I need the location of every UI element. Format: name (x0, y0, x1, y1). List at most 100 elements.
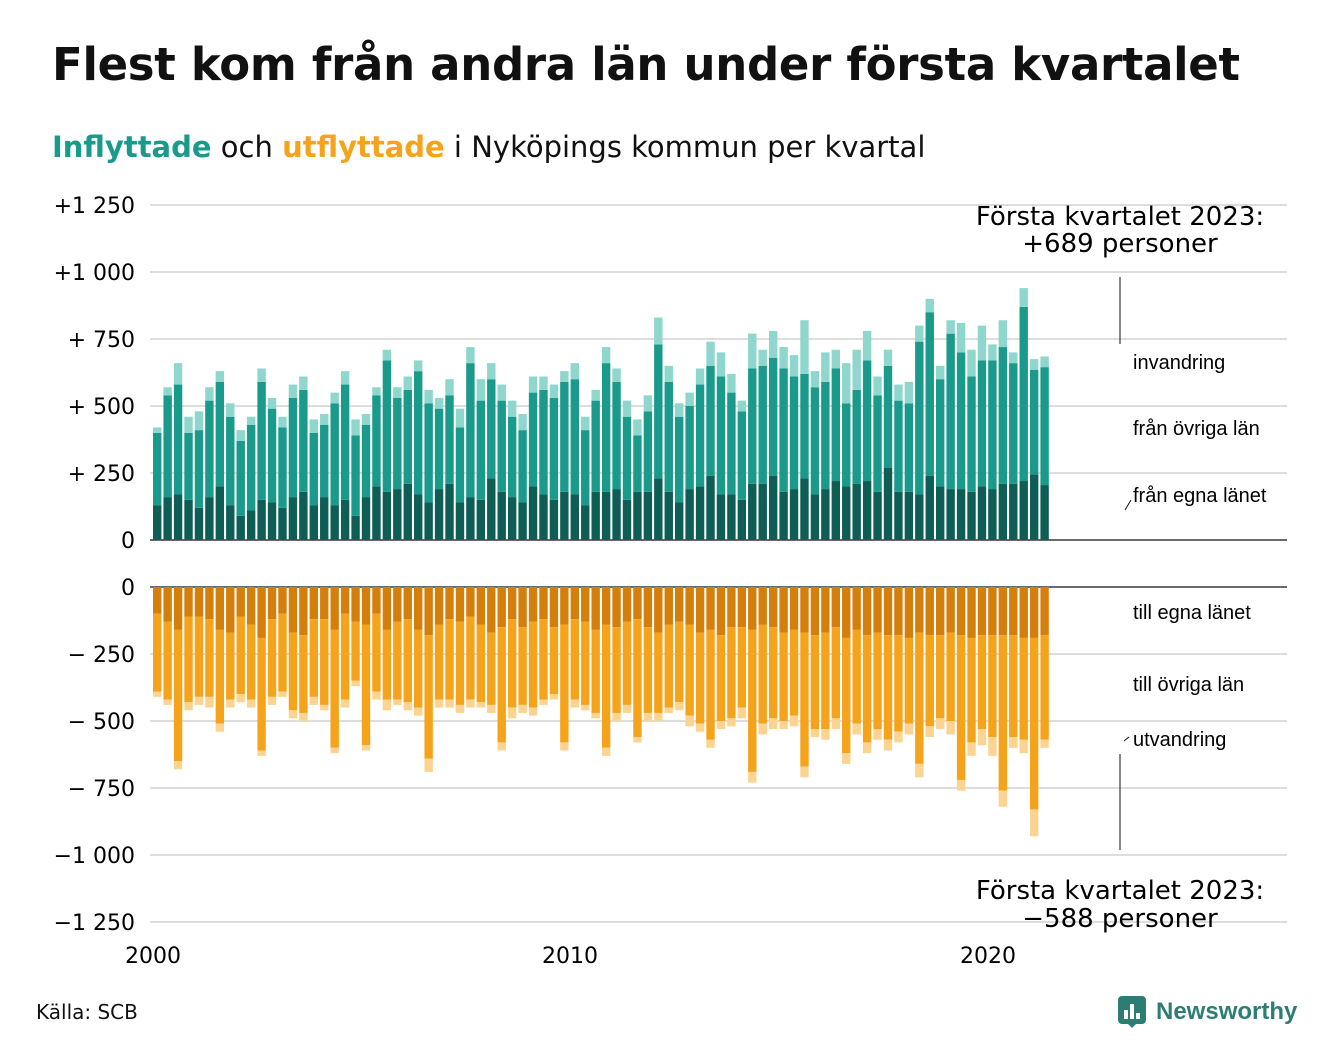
bar-in-1 (424, 403, 433, 503)
bar-in-1 (205, 400, 214, 498)
bar-out-2 (695, 723, 705, 732)
bar-out-2 (883, 739, 893, 751)
bar-out-2 (361, 745, 371, 751)
bar-in-1 (904, 403, 914, 492)
bar-out-0 (382, 587, 392, 630)
bar-in-2 (487, 363, 496, 380)
bar-in-2 (873, 376, 882, 396)
bar-out-2 (205, 696, 214, 708)
bar-out-1 (476, 624, 486, 703)
bar-in-2 (706, 341, 715, 366)
bar-out-0 (695, 587, 705, 633)
bar-in-0 (988, 489, 997, 540)
bar-in-0 (601, 491, 611, 540)
bar-out-1 (153, 613, 162, 692)
bar-in-1 (414, 371, 423, 495)
bar-in-2 (842, 363, 851, 404)
newsworthy-logo[interactable]: Newsworthy (1118, 996, 1297, 1028)
bar-in-1 (873, 395, 882, 492)
bar-out-0 (789, 587, 799, 630)
bar-in-2 (852, 349, 861, 390)
bar-out-1 (883, 635, 893, 740)
bar-in-1 (664, 381, 673, 492)
bar-out-2 (967, 742, 976, 756)
bar-out-1 (904, 637, 914, 724)
bar-in-1 (925, 312, 934, 476)
bar-out-2 (184, 702, 193, 711)
bar-in-2 (643, 395, 653, 412)
bar-out-2 (434, 699, 444, 708)
y-tick-out: − 250 (68, 643, 135, 668)
bar-out-2 (163, 699, 172, 705)
bar-in-2 (236, 430, 245, 441)
bar-in-2 (539, 376, 548, 390)
bar-out-1 (956, 635, 966, 780)
bar-in-1 (403, 389, 412, 484)
bar-in-1 (560, 381, 569, 492)
bar-out-0 (267, 587, 277, 620)
bar-out-2 (737, 707, 747, 719)
bar-out-2 (445, 699, 454, 708)
bar-out-1 (466, 616, 475, 700)
bar-in-0 (1019, 481, 1028, 540)
bar-in-2 (560, 371, 569, 382)
bar-in-2 (549, 384, 559, 398)
bar-in-2 (581, 416, 590, 431)
bar-out-2 (1040, 739, 1049, 748)
label-invandring: invandring (1133, 352, 1225, 374)
bar-in-2 (831, 349, 840, 369)
bar-in-0 (716, 494, 726, 540)
bar-in-0 (497, 491, 506, 540)
bar-in-2 (675, 403, 684, 417)
bar-out-1 (518, 627, 527, 705)
bar-in-0 (831, 481, 840, 540)
bar-in-1 (539, 389, 548, 495)
bar-in-1 (455, 427, 465, 503)
bar-in-0 (215, 486, 225, 540)
bar-in-2 (215, 371, 225, 382)
bar-out-1 (831, 627, 840, 719)
bar-out-1 (205, 619, 214, 697)
bar-in-0 (518, 502, 527, 540)
bar-out-1 (236, 616, 245, 695)
bar-in-2 (894, 384, 903, 401)
bar-in-0 (695, 486, 705, 540)
bar-out-0 (1040, 587, 1049, 636)
bar-out-0 (476, 587, 486, 625)
bar-in-1 (434, 408, 444, 490)
bar-in-1 (894, 400, 903, 492)
bar-out-1 (591, 629, 600, 713)
bar-in-1 (883, 365, 893, 468)
bar-in-0 (267, 502, 277, 540)
bar-in-2 (998, 320, 1008, 348)
bar-in-1 (727, 392, 736, 495)
bar-out-0 (173, 587, 183, 630)
bar-out-1 (278, 613, 287, 692)
y-tick-in: + 250 (68, 462, 135, 487)
bar-out-0 (466, 587, 475, 617)
bar-out-0 (831, 587, 840, 628)
bar-in-2 (476, 379, 486, 401)
bar-out-0 (883, 587, 893, 636)
bar-out-0 (737, 587, 747, 628)
bar-out-1 (570, 619, 579, 700)
bar-out-2 (1009, 737, 1018, 748)
bar-in-0 (549, 499, 559, 540)
bar-in-0 (361, 497, 371, 540)
bar-out-0 (800, 587, 809, 633)
bar-in-1 (706, 365, 715, 476)
bar-out-1 (622, 621, 632, 705)
bar-in-0 (278, 507, 287, 540)
bar-out-1 (455, 621, 465, 705)
bar-out-0 (852, 587, 861, 630)
bar-out-1 (393, 621, 402, 700)
bar-out-1 (612, 627, 621, 713)
y-tick-out: − 500 (68, 710, 135, 735)
bar-in-2 (497, 384, 506, 401)
bar-out-0 (643, 587, 653, 628)
bar-out-2 (330, 747, 339, 754)
bar-in-0 (393, 489, 402, 540)
bar-in-0 (727, 494, 736, 540)
bar-out-1 (664, 624, 673, 708)
bar-out-1 (507, 619, 517, 708)
